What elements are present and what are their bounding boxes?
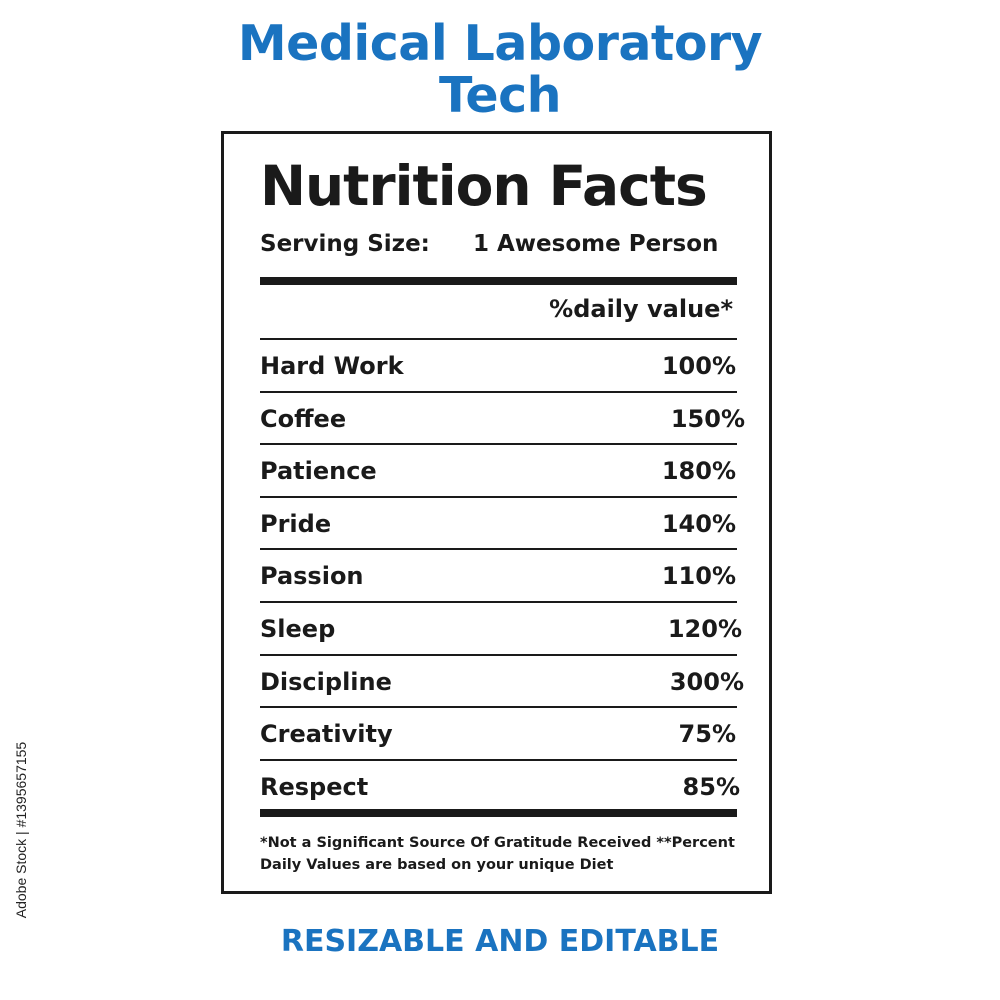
nutrient-name: Coffee	[260, 404, 347, 433]
nutrient-list: Hard Work 100% Coffee 150% Patience 180%…	[260, 340, 746, 813]
nutrition-facts-heading: Nutrition Facts	[260, 154, 708, 218]
nutrient-name: Pride	[260, 509, 332, 538]
nutrient-value: 120%	[667, 614, 742, 643]
nutrient-value: 110%	[661, 562, 736, 591]
nutrient-value: 75%	[678, 720, 736, 749]
divider	[260, 443, 737, 446]
nutrient-name: Respect	[260, 772, 369, 801]
divider	[260, 495, 737, 498]
nutrient-row: Sleep 120%	[260, 603, 746, 656]
divider	[260, 653, 737, 656]
divider	[260, 548, 737, 551]
nutrient-name: Discipline	[260, 667, 392, 696]
divider	[260, 338, 737, 340]
stock-id-text: Adobe Stock | #1395657155	[13, 741, 29, 919]
nutrient-name: Creativity	[260, 720, 393, 749]
divider	[260, 390, 737, 393]
nutrient-value: 100%	[661, 352, 736, 380]
serving-size-value: 1 Awesome Person	[473, 231, 719, 257]
stock-id-watermark: Adobe Stock | #1395657155	[6, 742, 36, 918]
thick-divider-top	[260, 277, 737, 285]
nutrient-row: Creativity 75%	[260, 708, 746, 761]
serving-size-label: Serving Size:	[260, 231, 430, 257]
nutrient-name: Patience	[260, 457, 377, 486]
nutrient-row: Hard Work 100%	[260, 340, 746, 393]
nutrient-row: Patience 180%	[260, 445, 746, 498]
nutrient-row: Discipline 300%	[260, 656, 746, 709]
nutrient-value: 180%	[661, 457, 736, 486]
nutrient-value: 300%	[669, 667, 744, 696]
resizable-editable-caption: RESIZABLE AND EDITABLE	[280, 924, 720, 959]
nutrient-row: Pride 140%	[260, 498, 746, 551]
title-line-1: Medical Laboratory	[237, 15, 763, 72]
nutrition-label: Nutrition Facts Serving Size: 1 Awesome …	[221, 131, 772, 894]
nutrient-row: Passion 110%	[260, 550, 746, 603]
divider	[260, 600, 737, 603]
footnote: *Not a Significant Source Of Gratitude R…	[260, 835, 735, 873]
title-line-2: Tech	[438, 67, 562, 124]
nutrient-row: Respect 85%	[260, 761, 746, 814]
nutrient-value: 140%	[661, 509, 736, 538]
divider	[260, 706, 737, 709]
nutrient-name: Hard Work	[260, 352, 404, 380]
nutrient-row: Coffee 150%	[260, 393, 746, 446]
nutrient-value: 150%	[670, 404, 745, 433]
daily-value-header: %daily value*	[549, 295, 733, 323]
divider	[260, 758, 737, 761]
nutrient-name: Passion	[260, 562, 364, 591]
nutrient-name: Sleep	[260, 614, 336, 643]
nutrient-value: 85%	[682, 772, 740, 801]
thick-divider-bottom	[260, 809, 737, 817]
